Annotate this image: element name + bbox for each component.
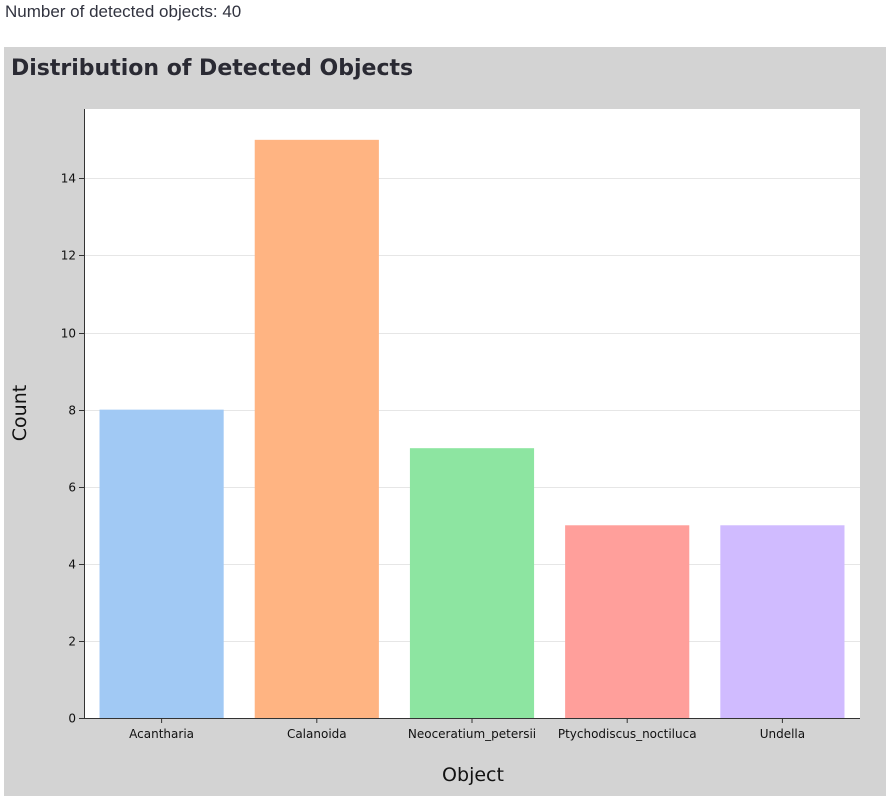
y-tick-label: 8 [68,404,76,418]
y-axis-title: Count [9,385,31,441]
x-tick-label: Calanoida [287,727,347,741]
x-tick-label: Neoceratium_petersii [408,727,536,741]
x-tick-label: Acantharia [129,727,194,741]
x-axis-title: Object [442,764,504,786]
y-tick-label: 14 [61,172,76,186]
bar-acantharia [99,409,224,718]
y-ticks: 0 2 4 6 8 10 12 14 [61,172,84,726]
bars [99,139,845,718]
y-tick-label: 2 [68,635,76,649]
bar-ptychodiscus-noctiluca [565,525,690,718]
bar-undella [720,525,845,718]
bar-neoceratium-petersii [409,448,535,718]
chart-panel: Distribution of Detected Objects 0 2 4 6 8 10… [4,47,886,796]
y-tick-label: 12 [61,249,76,263]
x-tick-label: Undella [760,727,805,741]
x-ticks: Acantharia Calanoida Neoceratium_petersii P… [129,718,805,741]
chart-title: Distribution of Detected Objects [11,56,414,81]
y-tick-label: 0 [68,712,76,726]
y-tick-label: 6 [68,481,76,495]
y-tick-label: 10 [61,327,76,341]
y-tick-label: 4 [68,558,76,572]
bar-calanoida [254,139,379,718]
x-tick-label: Ptychodiscus_noctiluca [558,727,697,741]
detected-count-text: Number of detected objects: 40 [5,2,242,21]
bar-chart: 0 2 4 6 8 10 12 14 Acantharia Calanoida Neocerati… [9,109,860,786]
